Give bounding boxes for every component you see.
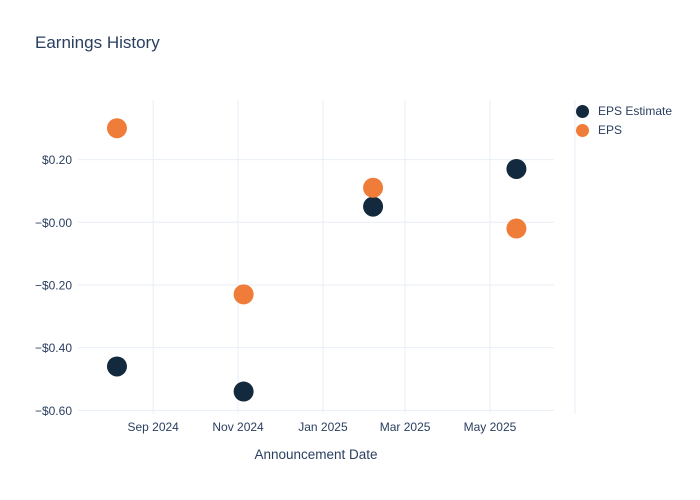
data-point-eps-estimate[interactable] xyxy=(363,196,384,217)
legend-label: EPS Estimate xyxy=(598,104,673,118)
y-tick-label: −$0.40 xyxy=(35,341,72,355)
data-point-eps[interactable] xyxy=(233,284,254,305)
x-tick-label: Mar 2025 xyxy=(380,420,431,434)
y-tick-label: −$0.20 xyxy=(35,278,72,292)
data-point-eps[interactable] xyxy=(363,177,384,198)
chart-title: Earnings History xyxy=(35,33,160,52)
x-tick-label: May 2025 xyxy=(464,420,517,434)
legend-item-eps[interactable]: EPS xyxy=(576,123,672,137)
x-tick-label: Jan 2025 xyxy=(298,420,348,434)
x-tick-label: Sep 2024 xyxy=(127,420,179,434)
x-axis-title: Announcement Date xyxy=(254,447,378,462)
legend-marker-icon xyxy=(576,123,589,137)
data-point-eps-estimate[interactable] xyxy=(106,356,127,377)
y-tick-label: −$0.00 xyxy=(35,216,72,230)
x-tick-label: Nov 2024 xyxy=(212,420,264,434)
data-point-eps[interactable] xyxy=(106,118,127,139)
y-tick-label: $0.20 xyxy=(42,153,72,167)
data-point-eps-estimate[interactable] xyxy=(233,381,254,402)
data-point-eps-estimate[interactable] xyxy=(506,158,527,179)
legend-marker-icon xyxy=(576,104,589,118)
legend-label: EPS xyxy=(598,123,623,137)
legend: EPS Estimate EPS xyxy=(576,104,672,137)
data-point-eps[interactable] xyxy=(506,218,527,239)
y-tick-label: −$0.60 xyxy=(35,404,72,418)
legend-item-eps-estimate[interactable]: EPS Estimate xyxy=(576,104,672,118)
